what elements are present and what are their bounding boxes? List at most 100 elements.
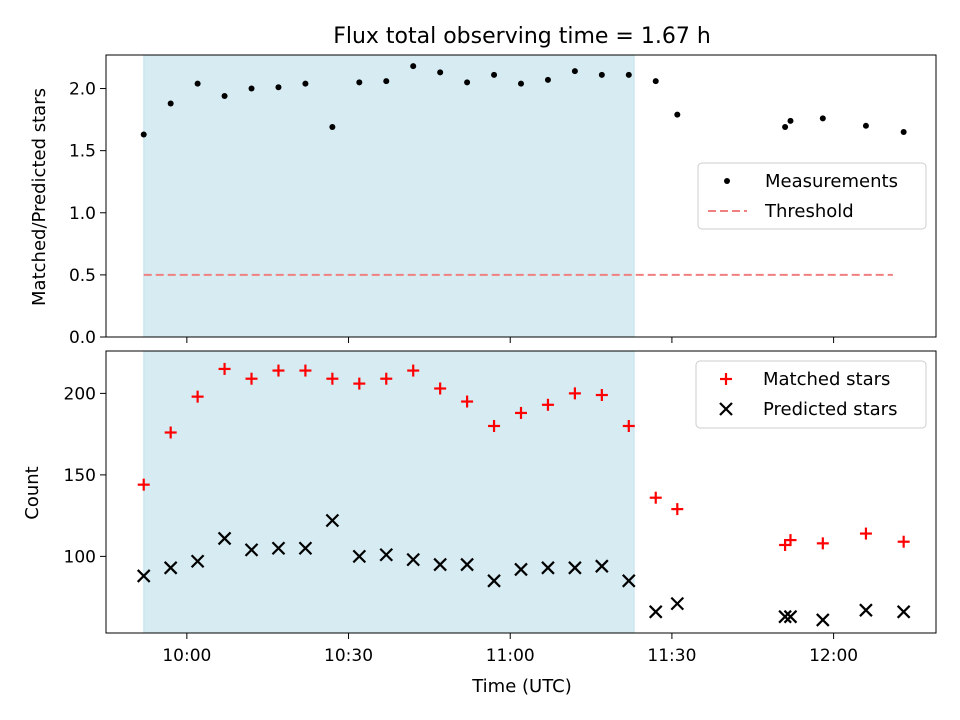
bottom-y-axis-label: Count: [22, 466, 43, 519]
predicted-star-point: [460, 557, 474, 572]
measurement-point: [518, 80, 524, 87]
predicted-star-point: [816, 613, 830, 627]
bottom-legend-box: [695, 360, 927, 429]
matched-star-point: [272, 364, 285, 377]
predicted-star-point: [896, 605, 911, 619]
measurement-point: [383, 78, 390, 85]
x-axis-label: Time (UTC): [471, 676, 572, 697]
x-tick-label: 10:00: [162, 646, 211, 666]
measurement-point: [544, 76, 551, 83]
measurement-point: [652, 78, 659, 85]
predicted-star-point: [778, 609, 792, 624]
matched-star-point: [353, 377, 366, 390]
predicted-star-point: [325, 513, 340, 528]
predicted-star-point: [190, 554, 205, 569]
top-x-axis-ticks: [186, 337, 835, 343]
measurement-point: [140, 131, 147, 138]
matched-star-point: [649, 491, 662, 504]
matched-star-point: [859, 527, 872, 540]
legend-marker-predicted: [719, 402, 733, 416]
y-tick-label: 100: [64, 547, 96, 567]
predicted-star-point: [859, 603, 873, 617]
measurement-point: [900, 129, 907, 136]
predicted-star-point: [352, 549, 367, 564]
measurement-point: [275, 84, 282, 91]
matched-star-point: [299, 364, 312, 377]
y-tick-label: 0.5: [69, 266, 96, 286]
measurements-series: [140, 63, 907, 138]
x-tick-label: 12:00: [809, 646, 858, 666]
matched-star-point: [461, 395, 474, 408]
predicted-star-point: [648, 605, 663, 619]
measurement-point: [819, 115, 826, 122]
legend-label-measurements: Measurements: [765, 171, 898, 192]
matched-star-point: [784, 534, 797, 547]
matched-star-point: [407, 364, 420, 377]
predicted-star-point: [670, 596, 685, 611]
predicted-star-point: [136, 569, 151, 583]
chart-title: Flux total observing time = 1.67 h: [333, 24, 711, 49]
matched-star-point: [380, 372, 393, 385]
matched-star-point: [326, 372, 339, 385]
measurement-point: [625, 71, 632, 78]
predicted-star-point: [379, 547, 394, 562]
predicted-star-point: [541, 561, 555, 575]
predicted-star-point: [595, 559, 609, 573]
matched-star-point: [218, 362, 231, 375]
top-legend-box: [697, 162, 927, 230]
y-tick-label: 200: [64, 384, 96, 404]
top-axes-frame: [105, 54, 937, 338]
top-y-axis-ticks: 0.0 0.5 1.0 1.5 2.0: [69, 80, 106, 348]
measurement-point: [410, 63, 417, 70]
bottom-panel: 100 150 200 10:00 10:30 11:00 11:30 12:00 Coun…: [22, 350, 937, 697]
measurement-point: [674, 111, 681, 118]
predicted-star-point: [217, 531, 232, 546]
matched-star-point: [541, 398, 554, 411]
matched-star-point: [434, 382, 447, 395]
measurement-point: [571, 68, 578, 75]
measurement-point: [782, 124, 789, 131]
observing-span-bottom: [143, 350, 635, 634]
bottom-legend: Matched stars Predicted stars: [695, 360, 927, 429]
bottom-x-axis-ticks: 10:00 10:30 11:00 11:30 12:00: [162, 633, 858, 666]
matched-star-point: [897, 535, 910, 548]
measurement-point: [302, 80, 309, 87]
matched-star-point: [595, 389, 608, 402]
measurement-point: [862, 122, 869, 129]
legend-label-predicted: Predicted stars: [763, 399, 897, 420]
matched-star-point: [164, 426, 177, 439]
measurement-point: [464, 79, 471, 86]
measurement-point: [598, 71, 605, 78]
bottom-y-axis-ticks: 100 150 200: [64, 384, 106, 567]
measurement-point: [167, 100, 174, 107]
y-tick-label: 1.0: [69, 204, 96, 224]
legend-label-matched: Matched stars: [763, 369, 890, 390]
predicted-star-point: [163, 561, 178, 575]
matched-star-point: [191, 390, 204, 403]
predicted-star-point: [406, 552, 420, 567]
predicted-star-point: [271, 541, 286, 556]
predicted-star-point: [568, 561, 582, 575]
y-tick-label: 0.0: [69, 328, 96, 348]
matched-star-point: [137, 478, 150, 491]
measurement-point: [194, 80, 201, 87]
matched-star-point: [245, 372, 258, 385]
top-y-axis-label: Matched/Predicted stars: [29, 88, 50, 306]
matched-star-point: [622, 419, 635, 432]
measurement-point: [356, 79, 363, 86]
bottom-series: [136, 362, 911, 627]
top-legend: Measurements Threshold: [697, 162, 927, 230]
measurement-point: [787, 117, 794, 124]
x-tick-label: 10:30: [324, 646, 373, 666]
predicted-star-point: [244, 543, 259, 557]
matched-star-point: [515, 406, 527, 419]
observing-span-top: [143, 54, 635, 338]
legend-marker-matched: [720, 373, 732, 385]
matched-star-point: [568, 387, 581, 400]
top-panel: 0.00.51.01.52.0 Matched/Predicted stars …: [29, 54, 937, 348]
predicted-star-point: [514, 562, 528, 577]
matched-star-point: [816, 537, 829, 550]
measurement-point: [221, 92, 228, 99]
measurement-point: [248, 85, 255, 92]
